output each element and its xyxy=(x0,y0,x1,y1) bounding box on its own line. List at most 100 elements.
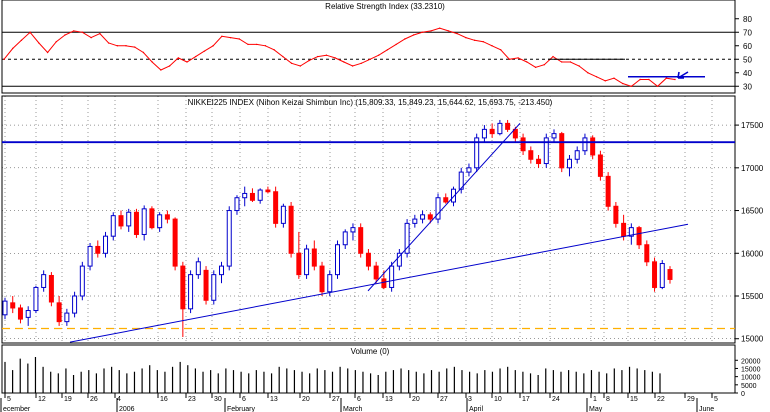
rsi-frame xyxy=(1,0,736,94)
candle-body xyxy=(389,265,395,288)
volume-title: Volume (0) xyxy=(351,347,390,356)
rsi-point xyxy=(404,38,406,40)
x-tick-label: 6 xyxy=(357,396,361,403)
candle-body xyxy=(590,137,596,156)
rsi-point xyxy=(369,58,371,60)
candle-body xyxy=(288,205,294,254)
candle-body xyxy=(350,227,356,233)
rsi-point xyxy=(639,78,641,81)
rsi-point xyxy=(299,65,301,67)
rsi-point xyxy=(517,57,519,59)
candle-body xyxy=(458,171,464,190)
rsi-point xyxy=(491,45,493,47)
rsi-point xyxy=(465,36,467,39)
candle-body xyxy=(536,158,542,165)
rsi-point xyxy=(29,31,31,33)
month-label: April xyxy=(469,406,483,412)
rsi-point xyxy=(212,45,214,47)
candle-body xyxy=(365,252,371,267)
rsi-point xyxy=(290,62,293,64)
rsi-point xyxy=(12,47,14,50)
rsi-point xyxy=(622,82,624,85)
x-tick-label: 3 xyxy=(468,396,472,403)
month-label: February xyxy=(227,406,256,412)
candle-body xyxy=(17,307,23,320)
candle-body xyxy=(234,197,240,212)
rsi-point xyxy=(168,65,171,67)
candle-body xyxy=(551,133,557,139)
x-tick-label: 24 xyxy=(552,396,560,403)
candle-body xyxy=(273,191,279,224)
candle-body xyxy=(450,188,456,203)
x-tick-label: 6 xyxy=(242,396,246,403)
rsi-point xyxy=(543,63,545,66)
candle-body xyxy=(219,265,225,276)
rsi-point xyxy=(578,65,580,67)
rsi-point xyxy=(160,69,162,71)
candle-body xyxy=(280,205,286,224)
candle-body xyxy=(335,244,340,276)
rsi-point xyxy=(325,54,328,56)
candle-body xyxy=(296,252,302,276)
candle-body xyxy=(605,175,611,207)
candle-body xyxy=(497,122,503,135)
rsi-point xyxy=(221,35,223,37)
candle-body xyxy=(172,218,178,267)
rsi-point xyxy=(317,55,319,58)
candle-body xyxy=(87,245,93,267)
month-label: 2006 xyxy=(119,406,135,412)
rsi-point xyxy=(256,43,258,46)
candle-body xyxy=(164,214,170,220)
rsi-point xyxy=(656,85,659,87)
candle-body xyxy=(582,137,588,152)
rsi-point xyxy=(552,55,554,58)
rsi-point xyxy=(508,58,511,60)
x-tick-label: 22 xyxy=(657,396,665,403)
candle-body xyxy=(636,227,642,246)
candle-body xyxy=(149,208,155,229)
rsi-point xyxy=(587,72,589,74)
rsi-point xyxy=(38,42,40,44)
volume-y-tick-label: 5000 xyxy=(741,383,757,390)
rsi-point xyxy=(247,43,249,46)
candle-body xyxy=(304,248,310,276)
candle-body xyxy=(41,274,47,288)
month-label: June xyxy=(699,406,714,412)
rsi-point xyxy=(282,55,284,58)
candle-body xyxy=(33,286,39,312)
rsi-point xyxy=(334,57,336,59)
trendline-steep xyxy=(367,123,521,292)
candle-body xyxy=(72,295,78,314)
rsi-point xyxy=(125,45,127,47)
x-tick-label: 1 xyxy=(593,396,597,403)
x-tick-label: 20 xyxy=(412,396,420,403)
candle-body xyxy=(420,214,426,220)
month-label: ecember xyxy=(3,406,31,412)
rsi-point xyxy=(20,39,23,42)
candle-body xyxy=(342,231,348,246)
rsi-point xyxy=(229,36,232,39)
rsi-point xyxy=(421,31,423,33)
rsi-point xyxy=(595,76,598,78)
candle-body xyxy=(597,154,603,177)
candle-body xyxy=(667,269,673,280)
candle-body xyxy=(613,205,619,224)
candle-body xyxy=(257,189,263,201)
candle-body xyxy=(2,300,8,316)
rsi-point xyxy=(526,61,528,63)
rsi-point xyxy=(534,66,537,69)
candle-body xyxy=(381,278,387,288)
candle-body xyxy=(373,265,379,280)
arrow-icon xyxy=(677,71,689,79)
x-tick-label: 26 xyxy=(90,396,98,403)
rsi-point xyxy=(90,36,92,39)
candle-body xyxy=(543,137,549,165)
rsi-point xyxy=(378,54,380,56)
candle-body xyxy=(512,128,518,139)
candle-body xyxy=(396,252,402,267)
rsi-point xyxy=(116,45,118,47)
rsi-point xyxy=(134,46,136,48)
candle-body xyxy=(528,150,534,160)
rsi-point xyxy=(456,32,458,35)
